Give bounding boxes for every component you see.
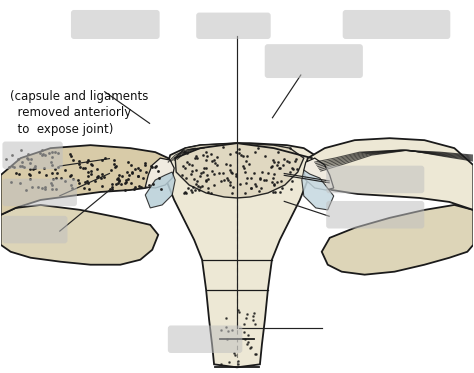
FancyBboxPatch shape xyxy=(343,10,450,39)
FancyBboxPatch shape xyxy=(71,10,160,39)
Polygon shape xyxy=(322,205,474,275)
FancyBboxPatch shape xyxy=(264,44,363,78)
Polygon shape xyxy=(302,170,334,210)
FancyBboxPatch shape xyxy=(326,166,424,193)
FancyBboxPatch shape xyxy=(2,141,63,169)
Polygon shape xyxy=(145,158,174,188)
FancyBboxPatch shape xyxy=(2,216,67,243)
FancyBboxPatch shape xyxy=(2,179,77,206)
Polygon shape xyxy=(0,205,158,265)
Text: (capsule and ligaments
  removed anteriorly
  to  expose joint): (capsule and ligaments removed anteriorl… xyxy=(10,90,148,136)
Polygon shape xyxy=(164,143,315,367)
Polygon shape xyxy=(304,158,334,190)
FancyBboxPatch shape xyxy=(326,201,424,229)
Polygon shape xyxy=(306,138,474,210)
Polygon shape xyxy=(175,143,304,198)
FancyBboxPatch shape xyxy=(196,13,271,39)
Polygon shape xyxy=(145,172,175,208)
FancyBboxPatch shape xyxy=(168,326,242,353)
Polygon shape xyxy=(0,145,170,215)
